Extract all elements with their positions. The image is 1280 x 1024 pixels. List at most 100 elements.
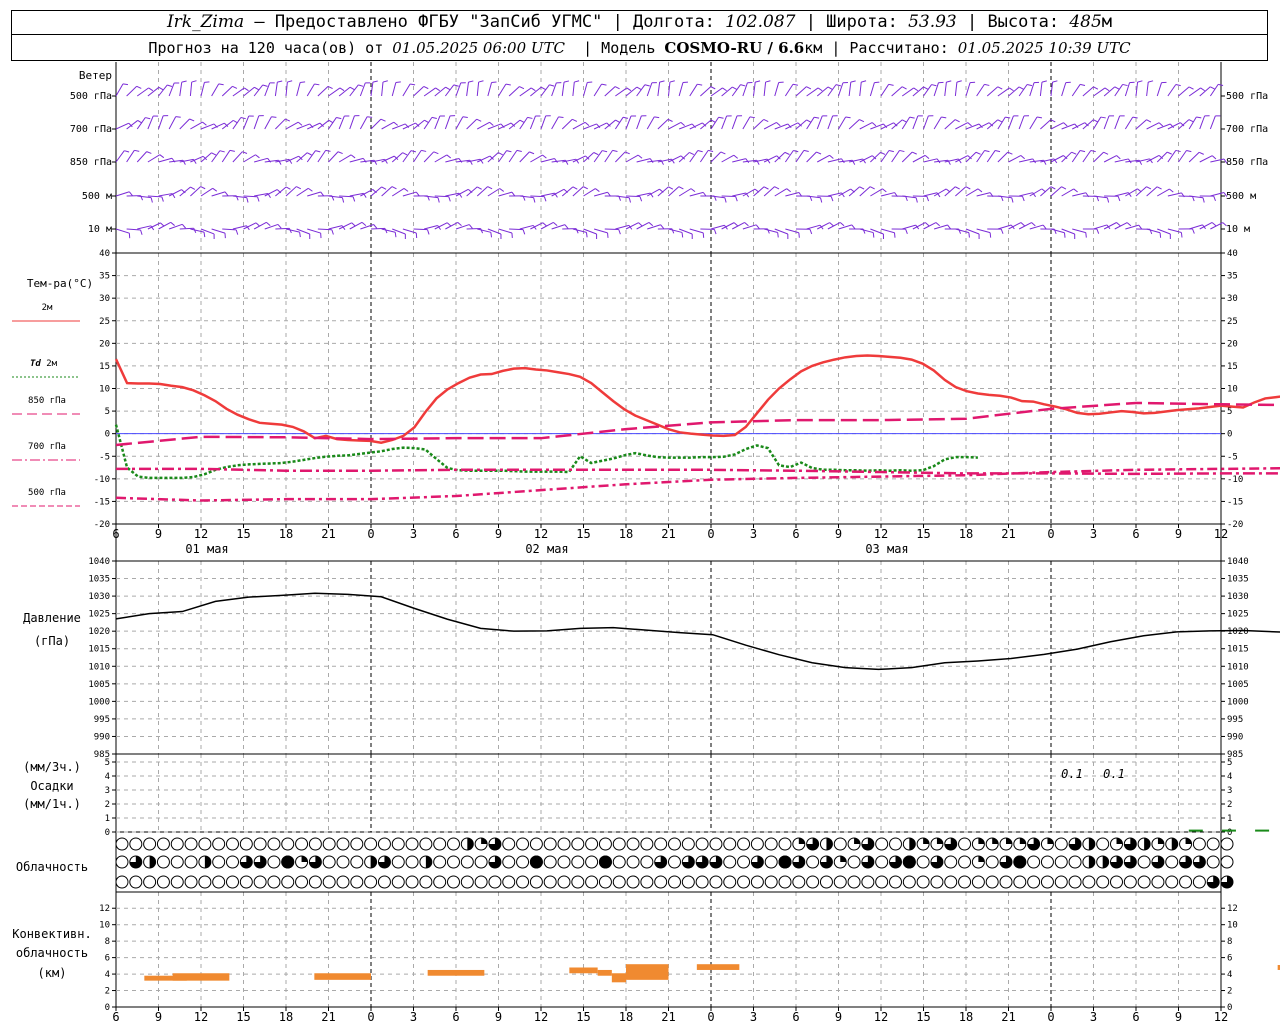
- wind-barb-shaft: [615, 151, 626, 163]
- wind-barb-flag: [532, 225, 537, 230]
- wind-barb-shaft: [774, 82, 780, 97]
- wind-barb-shaft: [169, 159, 184, 163]
- wind-barb: [625, 86, 642, 97]
- wind-barb-flag: [803, 149, 809, 153]
- wind-barb-shaft: [1188, 116, 1197, 130]
- wind-barb-shaft: [158, 84, 168, 97]
- wind-barb-flag: [1064, 232, 1066, 238]
- cloud-symbol: [460, 855, 474, 869]
- cloud-fill-partial: [1047, 838, 1054, 844]
- wind-barb: [838, 81, 848, 97]
- pres-ytick-label-right: 995: [1227, 715, 1243, 725]
- wind-barb-shaft: [997, 151, 1009, 163]
- cloud-panel-title: Облачность: [16, 860, 88, 874]
- wind-barb-shaft: [1188, 151, 1200, 163]
- wind-barb: [1029, 224, 1047, 230]
- wind-barb: [169, 159, 186, 165]
- cloud-symbol: [1054, 837, 1068, 851]
- wind-barb-shaft: [986, 86, 999, 97]
- wind-barb-shaft: [955, 122, 969, 130]
- wind-barb-flag: [1000, 196, 1004, 202]
- wind-barb-flag: [830, 196, 834, 202]
- wind-barb-flag: [361, 221, 367, 226]
- wind-barb-shaft: [572, 228, 587, 233]
- wind-barb-shaft: [529, 115, 536, 130]
- cloud-symbol: [129, 837, 143, 851]
- wind-barb-flag: [697, 150, 703, 153]
- wind-barb: [572, 155, 590, 163]
- wind-barb-flag: [669, 80, 675, 83]
- wind-barb: [583, 123, 601, 130]
- wind-barb: [806, 116, 820, 130]
- wind-barb-shaft: [423, 151, 435, 163]
- wind-barb: [317, 228, 334, 235]
- wind-barb-shaft: [1135, 186, 1147, 197]
- wind-barb-shaft: [253, 115, 260, 130]
- wind-barb-flag: [1096, 196, 1100, 202]
- bottom-time-tick-label: 12: [874, 1010, 888, 1024]
- wind-barb-shaft: [370, 158, 385, 163]
- wind-barb: [1019, 158, 1036, 164]
- wind-barb: [710, 195, 727, 203]
- model-unit: км: [804, 39, 823, 57]
- cloud-symbol: [1040, 875, 1054, 889]
- wind-barb: [1188, 116, 1202, 130]
- wind-barb-flag: [1137, 80, 1143, 83]
- wind-barb-flag: [549, 84, 555, 87]
- wind-barb-shaft: [636, 192, 651, 197]
- cloud-fill-partial: [751, 856, 764, 868]
- wind-barb-shaft: [668, 186, 680, 197]
- wind-barb: [200, 187, 218, 197]
- wind-barb-flag: [446, 222, 452, 227]
- wind-barb-shaft: [615, 87, 628, 97]
- wind-barb: [615, 151, 630, 163]
- bottom-time-tick-label: 6: [112, 1010, 119, 1024]
- cloud-symbol: [723, 875, 737, 889]
- wind-barb-flag: [423, 86, 429, 90]
- wind-barb-flag: [1032, 158, 1036, 164]
- wind-barb: [710, 151, 726, 163]
- wind-barb-shaft: [179, 227, 194, 230]
- cloud-symbol: [778, 837, 792, 851]
- wind-barb-shaft: [530, 86, 542, 97]
- wind-barb: [976, 122, 994, 130]
- wind-barb-shaft: [328, 195, 343, 199]
- prec-ytick-label-right: 0: [1227, 828, 1232, 838]
- wind-barb: [572, 80, 580, 97]
- wind-barb-shaft: [487, 82, 493, 97]
- wind-barb-flag: [1210, 86, 1215, 90]
- cloud-symbol: [488, 875, 502, 889]
- wind-barb-shaft: [901, 116, 911, 130]
- wind-barb-shaft: [1050, 122, 1064, 130]
- wind-barb-shaft: [254, 192, 268, 197]
- pres-ytick-label-right: 1020: [1227, 627, 1249, 637]
- pres-ytick-label-right: 1025: [1227, 610, 1249, 620]
- wind-barb-flag: [158, 86, 164, 91]
- wind-barb-shaft: [742, 159, 757, 163]
- wind-barb-shaft: [1114, 115, 1121, 130]
- wind-barb-flag: [349, 86, 355, 91]
- wind-barb: [891, 86, 907, 97]
- wind-barb-shaft: [137, 225, 151, 230]
- wind-barb-flag: [732, 86, 737, 90]
- time-tick-label: 0: [707, 527, 714, 541]
- cloud-fill-partial: [370, 856, 377, 868]
- wind-barb: [668, 121, 685, 130]
- wind-barb-flag: [1146, 186, 1152, 190]
- cloud-symbol: [889, 837, 902, 851]
- wind-barb-shaft: [976, 84, 985, 97]
- wind-barb-shaft: [392, 228, 406, 235]
- wind-barb: [307, 122, 324, 130]
- cloud-symbol: [640, 837, 654, 851]
- wind-barb-shaft: [189, 82, 193, 97]
- wind-barb-shaft: [317, 86, 329, 97]
- wind-barb: [424, 225, 442, 230]
- wind-barb-shaft: [1061, 123, 1075, 130]
- wind-barb: [583, 152, 599, 163]
- precip-bar: [1221, 829, 1236, 832]
- temp-legend-label: 2м: [42, 303, 53, 313]
- cloud-symbol: [377, 875, 391, 889]
- wind-barb-shaft: [115, 228, 130, 234]
- wind-barb-flag: [733, 222, 739, 227]
